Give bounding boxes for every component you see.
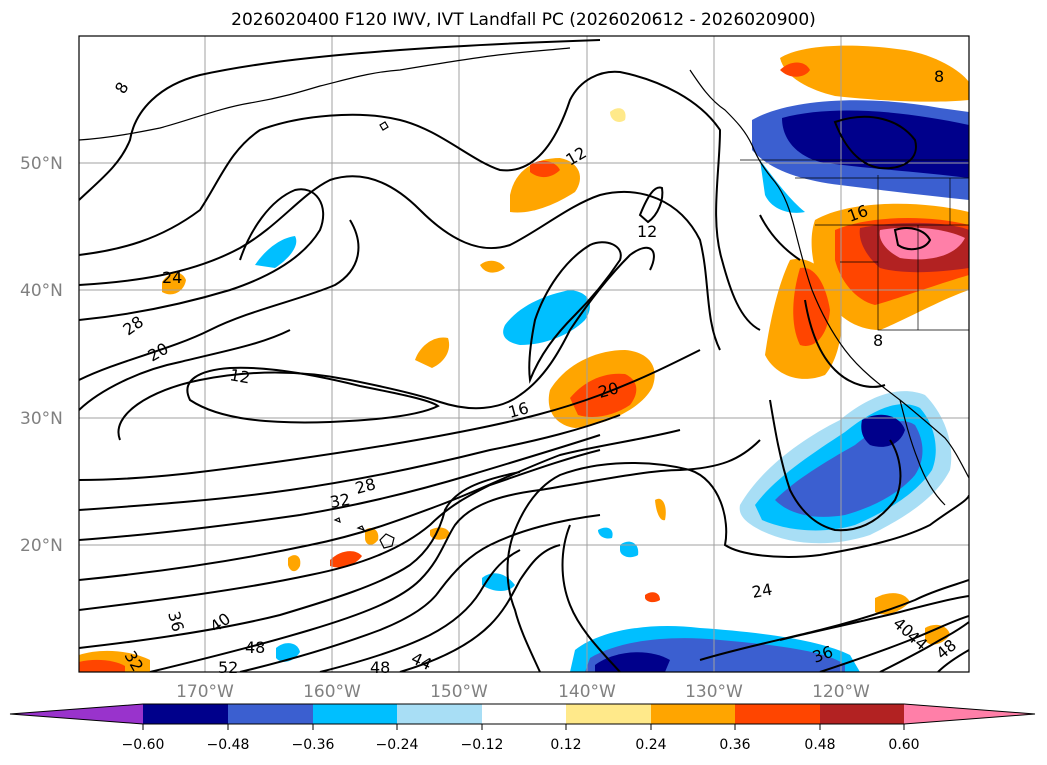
map-plot-area	[79, 36, 969, 672]
shade-region	[330, 551, 362, 568]
colorbar-tick-label: 0.24	[635, 737, 666, 753]
colorbar-tick-label: −0.12	[461, 737, 504, 753]
shade-region	[255, 236, 297, 268]
colorbar-tick-label: 0.60	[888, 737, 919, 753]
colorbar-segment	[228, 704, 313, 724]
shade-region	[875, 593, 910, 615]
iwv-contours	[79, 39, 969, 672]
colorbar-tick-label: 0.48	[804, 737, 835, 753]
shade-region	[861, 414, 905, 447]
shade-region	[510, 158, 580, 213]
contour-label: 12	[637, 222, 657, 241]
shade-region	[530, 160, 560, 178]
contour-label: 48	[245, 638, 265, 657]
contour-label: 8	[873, 331, 883, 350]
shade-region	[655, 498, 666, 521]
shade-region	[925, 624, 950, 645]
colorbar-segment	[313, 704, 397, 724]
contour-label: 8	[934, 67, 944, 86]
shade-region	[415, 337, 450, 368]
shade-region	[610, 108, 626, 123]
shade-region	[595, 652, 670, 672]
contour-label: 32	[328, 490, 351, 512]
lon-label-140w: 140°W	[558, 682, 616, 702]
lon-label-170w: 170°W	[176, 682, 234, 702]
lat-label-20n: 20°N	[20, 536, 63, 556]
shade-region	[780, 62, 810, 77]
lon-label-130w: 130°W	[685, 682, 743, 702]
colorbar-extend-low	[10, 704, 143, 724]
shade-region	[480, 260, 505, 273]
colorbar: −0.60 −0.48 −0.36 −0.24 −0.12 0.12 0.24 …	[9, 703, 1036, 753]
coastlines	[79, 47, 969, 549]
colorbar-segment	[820, 704, 904, 724]
lat-label-30n: 30°N	[20, 409, 63, 429]
political-borders	[740, 159, 969, 331]
colorbar-tick-label: −0.60	[122, 737, 165, 753]
shade-region	[782, 110, 969, 178]
colorbar-segment	[143, 704, 228, 724]
colorbar-segment	[735, 704, 820, 724]
shade-region	[793, 267, 830, 346]
lon-label-120w: 120°W	[812, 682, 870, 702]
contour-label: 16	[506, 398, 531, 422]
colorbar-segment	[482, 704, 566, 724]
colorbar-segment	[566, 704, 651, 724]
contour-label: 24	[750, 580, 773, 602]
shade-region	[620, 541, 639, 558]
lat-label-40n: 40°N	[20, 281, 63, 301]
shade-region	[598, 527, 613, 539]
contour-label: 48	[370, 658, 390, 677]
shade-region	[162, 272, 186, 295]
lat-label-50n: 50°N	[20, 154, 63, 174]
colorbar-tick-label: 0.36	[719, 737, 750, 753]
lon-label-150w: 150°W	[430, 682, 488, 702]
shade-region	[760, 160, 805, 213]
colorbar-segment	[651, 704, 735, 724]
colorbar-tick-label: 0.12	[550, 737, 581, 753]
colorbar-tick-label: −0.24	[376, 737, 419, 753]
lon-label-160w: 160°W	[303, 682, 361, 702]
shade-region	[645, 592, 660, 603]
map-frame	[78, 35, 970, 673]
contour-label: 36	[164, 609, 188, 634]
contour-label: 12	[228, 365, 251, 387]
colorbar-tick-label: −0.48	[207, 737, 250, 753]
map-title: 2026020400 F120 IWV, IVT Landfall PC (20…	[231, 10, 816, 30]
latitude-labels: 50°N 40°N 30°N 20°N	[20, 154, 63, 556]
shade-region	[79, 659, 125, 672]
contour-label: 28	[353, 474, 378, 498]
shade-region	[780, 45, 969, 102]
colorbar-tick-label: −0.36	[292, 737, 335, 753]
colorbar-extend-high	[904, 704, 1035, 724]
colorbar-segment	[397, 704, 482, 724]
shade-region	[879, 227, 965, 260]
contour-label: 24	[162, 268, 182, 287]
shade-region	[365, 528, 379, 545]
longitude-labels: 170°W 160°W 150°W 140°W 130°W 120°W	[176, 682, 870, 702]
contour-label: 20	[596, 378, 621, 402]
contour-label: 52	[218, 658, 238, 677]
shade-region	[288, 555, 301, 572]
